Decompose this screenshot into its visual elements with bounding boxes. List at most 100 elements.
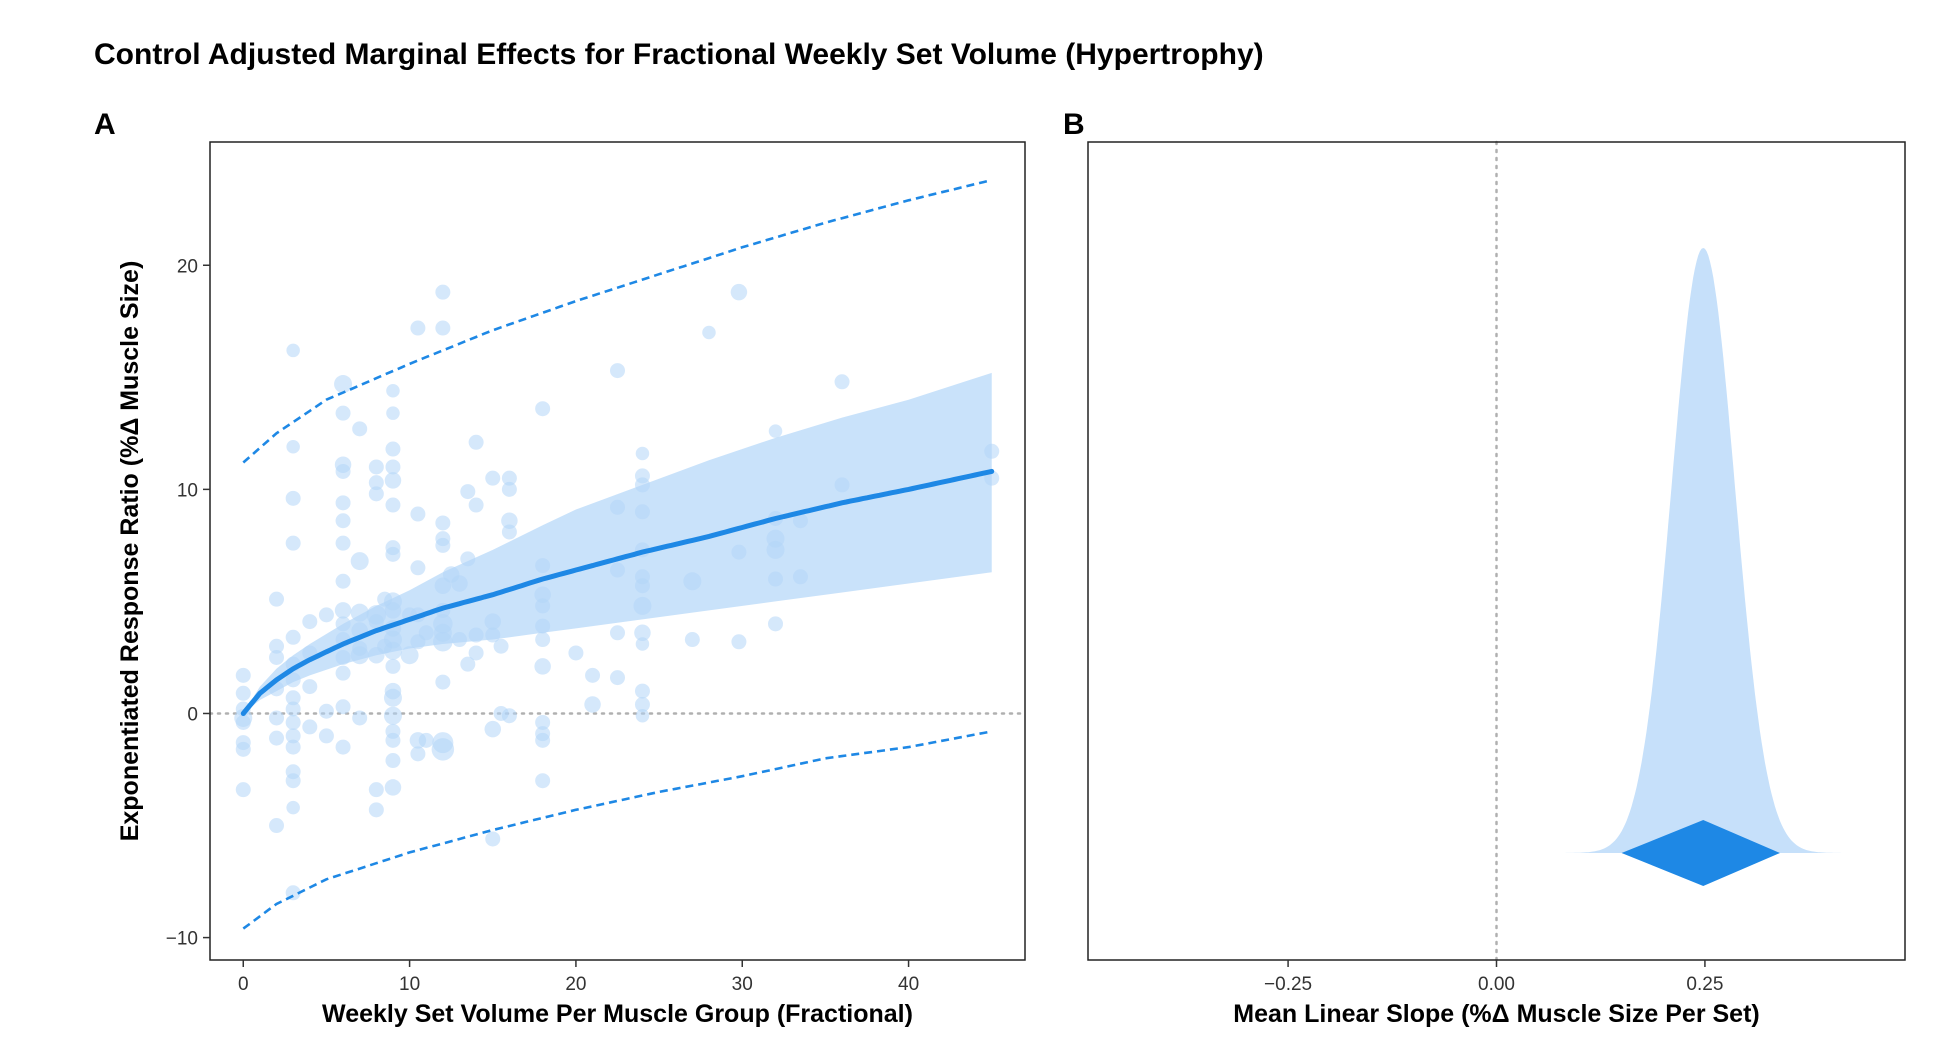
data-point bbox=[302, 679, 318, 695]
y-tick-label: −10 bbox=[166, 929, 198, 950]
data-point bbox=[730, 283, 748, 301]
data-point bbox=[460, 551, 476, 567]
data-point bbox=[285, 701, 301, 717]
data-point bbox=[302, 719, 318, 735]
data-point bbox=[431, 738, 455, 761]
data-point bbox=[568, 645, 584, 661]
data-point bbox=[269, 730, 285, 746]
data-point bbox=[335, 616, 351, 632]
data-point bbox=[350, 603, 369, 622]
data-point bbox=[634, 504, 650, 520]
data-point bbox=[385, 753, 401, 769]
data-point bbox=[335, 405, 351, 421]
data-point bbox=[410, 560, 426, 576]
x-tick-label: 0.00 bbox=[1478, 974, 1515, 995]
data-point bbox=[534, 658, 551, 675]
data-point bbox=[834, 477, 850, 493]
data-point bbox=[285, 773, 301, 789]
data-point bbox=[384, 779, 402, 796]
data-point bbox=[634, 697, 650, 713]
data-point bbox=[460, 656, 476, 672]
data-point bbox=[683, 572, 702, 591]
data-point bbox=[318, 703, 334, 719]
data-point bbox=[352, 710, 368, 726]
data-point bbox=[451, 575, 468, 592]
x-tick-label: 0 bbox=[238, 974, 249, 995]
data-point bbox=[435, 284, 451, 300]
data-point bbox=[335, 699, 351, 715]
data-point bbox=[610, 499, 625, 515]
data-point bbox=[385, 658, 401, 674]
data-point bbox=[585, 667, 601, 683]
x-axis-title: Mean Linear Slope (%Δ Muscle Size Per Se… bbox=[1233, 1000, 1759, 1028]
data-point bbox=[269, 591, 285, 607]
x-tick-label: 30 bbox=[732, 974, 753, 995]
data-point bbox=[334, 602, 352, 619]
data-point bbox=[535, 401, 551, 417]
data-point bbox=[383, 706, 402, 725]
data-point bbox=[334, 375, 353, 394]
data-point bbox=[285, 739, 301, 755]
data-point bbox=[534, 586, 551, 603]
data-point bbox=[702, 325, 716, 340]
data-point bbox=[635, 446, 650, 461]
data-point bbox=[460, 484, 476, 500]
data-point bbox=[468, 645, 484, 661]
data-point bbox=[485, 627, 501, 643]
data-point bbox=[318, 607, 334, 623]
data-point bbox=[410, 746, 426, 762]
data-point bbox=[834, 374, 850, 390]
data-point bbox=[385, 732, 401, 748]
data-point bbox=[335, 739, 351, 755]
data-point bbox=[535, 773, 551, 789]
data-point bbox=[385, 546, 401, 562]
data-point bbox=[610, 562, 625, 578]
data-point bbox=[285, 690, 301, 706]
data-point bbox=[318, 728, 334, 744]
y-tick-label: 0 bbox=[187, 704, 198, 725]
data-point bbox=[433, 632, 453, 652]
data-point bbox=[335, 495, 351, 511]
data-point bbox=[235, 685, 251, 701]
data-point bbox=[352, 421, 368, 437]
data-point bbox=[435, 674, 451, 690]
data-point bbox=[768, 571, 784, 587]
chart-title: Control Adjusted Marginal Effects for Fr… bbox=[94, 38, 1264, 71]
data-point bbox=[335, 463, 351, 479]
data-point bbox=[484, 720, 502, 738]
data-point bbox=[584, 696, 601, 713]
data-point bbox=[535, 558, 551, 574]
data-point bbox=[335, 535, 351, 551]
x-tick-label: −0.25 bbox=[1264, 974, 1312, 995]
data-point bbox=[468, 627, 484, 643]
data-point bbox=[468, 497, 484, 513]
data-point bbox=[368, 486, 384, 502]
data-point bbox=[501, 524, 517, 540]
data-point bbox=[501, 512, 518, 529]
data-point bbox=[335, 573, 351, 589]
data-point bbox=[235, 782, 251, 798]
panel-label-a: A bbox=[94, 108, 116, 141]
data-point bbox=[634, 477, 650, 493]
data-point bbox=[368, 614, 384, 630]
data-point bbox=[435, 320, 451, 336]
data-point bbox=[269, 710, 285, 726]
prediction-interval-upper bbox=[242, 178, 993, 464]
data-point bbox=[368, 782, 384, 798]
data-point bbox=[768, 424, 783, 438]
data-point bbox=[352, 640, 368, 656]
y-axis-title: Exponentiated Response Ratio (%Δ Muscle … bbox=[116, 261, 144, 842]
data-point bbox=[634, 578, 650, 594]
data-point bbox=[485, 831, 501, 847]
data-point bbox=[286, 343, 300, 358]
data-point bbox=[286, 800, 300, 815]
data-point bbox=[792, 569, 808, 585]
data-point bbox=[400, 646, 419, 665]
data-point bbox=[384, 472, 402, 489]
data-point bbox=[335, 513, 351, 529]
data-point bbox=[634, 624, 651, 642]
data-point bbox=[385, 459, 401, 475]
data-point bbox=[484, 613, 502, 630]
data-point bbox=[383, 688, 402, 707]
